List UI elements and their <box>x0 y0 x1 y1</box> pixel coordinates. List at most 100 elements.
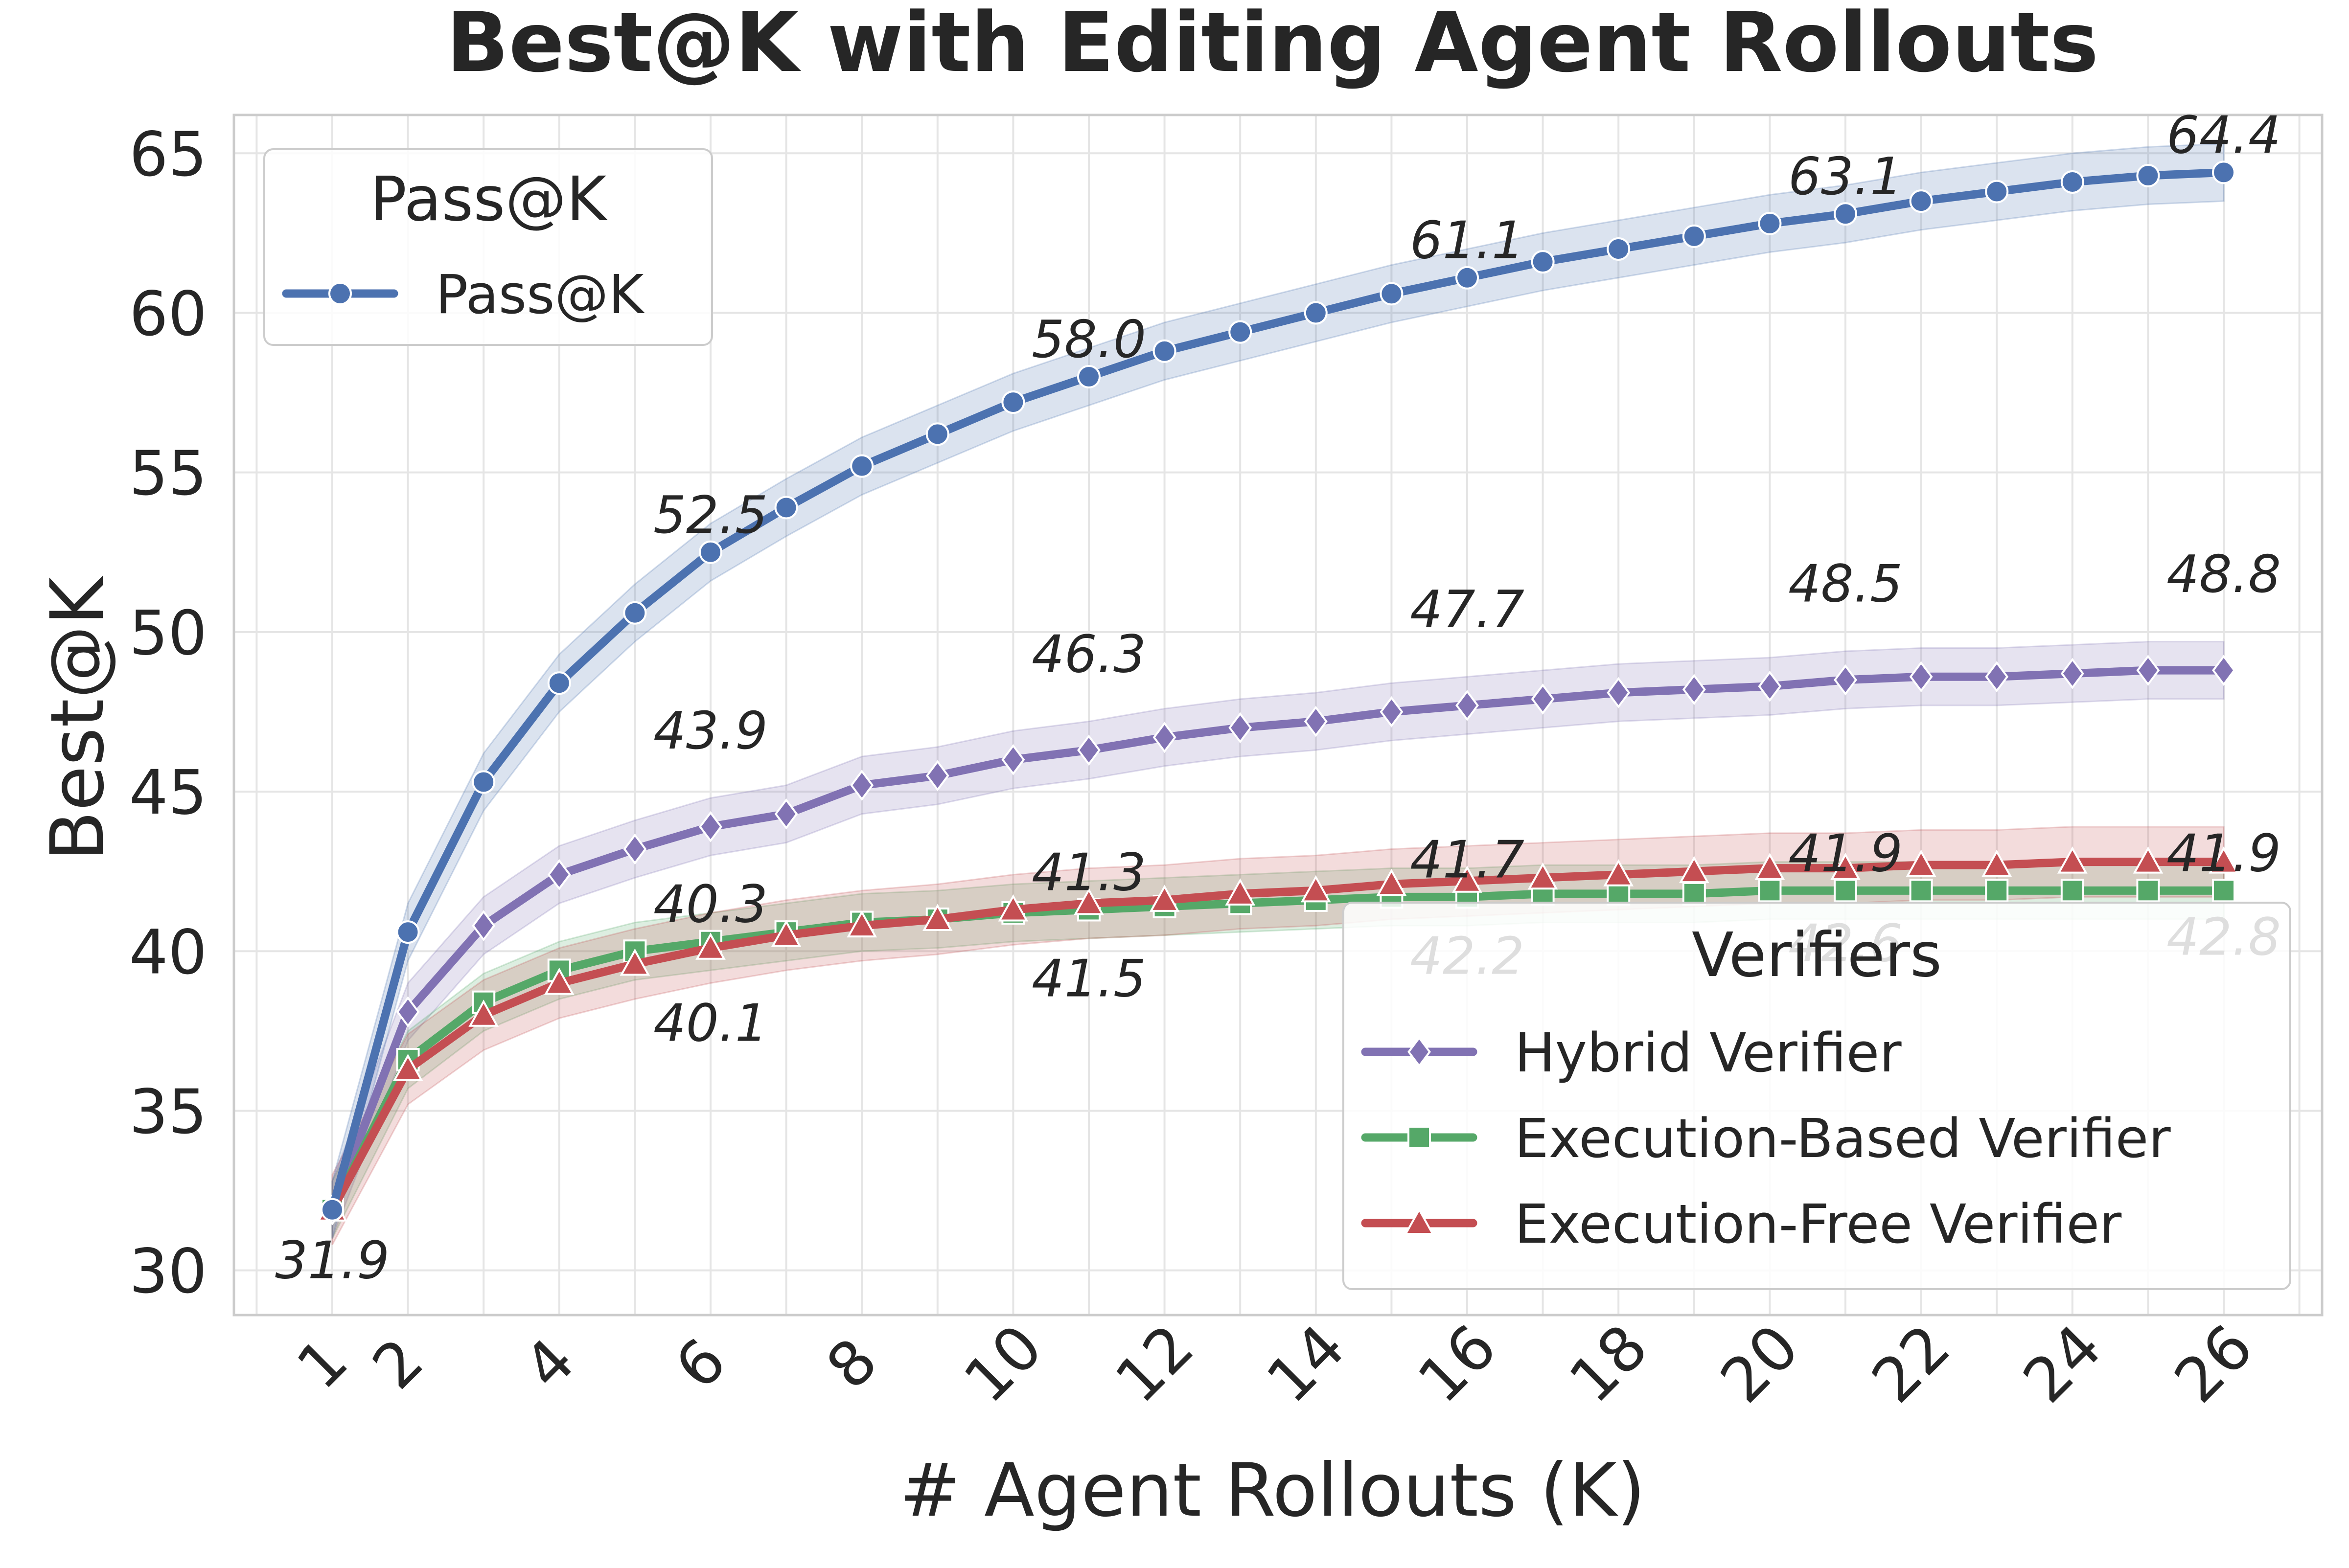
data-point-3 <box>544 967 575 995</box>
value-annotation: 41.7 <box>1410 830 1524 889</box>
data-point-3 <box>1754 853 1785 880</box>
confidence-band-0 <box>331 143 2225 1239</box>
value-annotation: 46.3 <box>1032 624 1146 684</box>
data-point-1 <box>1228 712 1252 744</box>
data-point-3 <box>2057 846 2088 874</box>
data-point-1 <box>925 760 949 792</box>
data-point-3 <box>1830 853 1861 880</box>
data-point-1 <box>850 770 874 801</box>
data-point-2 <box>2212 879 2236 903</box>
value-annotation: 41.9 <box>1788 823 1903 883</box>
data-point-1 <box>1985 661 2009 693</box>
data-point-0 <box>925 422 949 446</box>
data-point-3 <box>998 894 1029 922</box>
data-point-1 <box>1001 744 1025 775</box>
value-annotation: 41.9 <box>2166 823 2281 883</box>
data-point-1 <box>1380 696 1404 727</box>
data-point-0 <box>320 1198 344 1222</box>
data-point-1 <box>1909 661 1933 693</box>
data-point-3 <box>1376 868 1407 896</box>
data-point-2 <box>1682 882 1706 906</box>
data-point-3 <box>468 1000 499 1027</box>
y-tick-label: 40 <box>129 917 207 988</box>
data-point-3 <box>620 948 650 976</box>
data-point-0 <box>1228 320 1252 344</box>
data-point-2 <box>2136 879 2160 903</box>
y-tick-label: 50 <box>129 598 207 669</box>
value-annotation: 52.5 <box>653 485 768 545</box>
value-annotation: 40.1 <box>653 994 768 1053</box>
data-point-0 <box>1531 250 1555 274</box>
data-point-3 <box>1300 875 1331 903</box>
data-point-3 <box>1679 856 1709 884</box>
chart-title: Best@K with Editing Agent Rollouts <box>446 0 2099 91</box>
plot-border <box>232 114 2324 1317</box>
data-point-0 <box>1077 364 1101 388</box>
data-point-1 <box>1607 677 1631 708</box>
data-point-0 <box>1380 282 1404 306</box>
value-annotation: 63.1 <box>1788 147 1903 206</box>
data-point-3 <box>2133 846 2164 874</box>
data-point-1 <box>1455 689 1479 721</box>
data-point-0 <box>850 454 874 478</box>
data-point-3 <box>1981 849 2012 877</box>
value-annotation: 64.4 <box>2166 105 2281 165</box>
data-point-0 <box>774 496 798 520</box>
legend-swatch-marker <box>1404 1207 1434 1235</box>
data-point-1 <box>1152 722 1176 753</box>
data-point-0 <box>623 601 647 625</box>
data-point-0 <box>1455 266 1479 290</box>
data-point-2 <box>1834 879 1858 903</box>
data-point-0 <box>2060 170 2084 194</box>
y-tick-label: 55 <box>129 438 207 509</box>
data-point-2 <box>1607 882 1631 906</box>
data-point-2 <box>2060 879 2084 903</box>
data-point-3 <box>922 904 953 932</box>
series-line-3 <box>328 858 2228 1214</box>
data-point-2 <box>1758 879 1782 903</box>
value-annotation: 40.3 <box>653 875 768 934</box>
data-point-0 <box>396 920 420 944</box>
data-point-2 <box>1909 879 1933 903</box>
data-point-3 <box>771 920 802 947</box>
data-point-0 <box>1304 301 1328 325</box>
data-point-0 <box>1985 180 2009 204</box>
data-point-1 <box>2212 655 2235 686</box>
y-axis-label: Best@K <box>35 575 120 861</box>
legend-entry-label: Pass@K <box>436 263 645 326</box>
data-point-1 <box>547 859 571 890</box>
value-annotation: 41.3 <box>1032 842 1146 902</box>
legend-swatch-marker <box>328 282 352 305</box>
legend-entry-label: Execution-Free Verifier <box>1515 1193 2122 1255</box>
data-point-2 <box>1985 879 2009 903</box>
data-point-1 <box>1834 664 1857 696</box>
data-point-0 <box>1758 211 1782 235</box>
value-annotation: 47.7 <box>1410 580 1524 639</box>
data-point-1 <box>1682 674 1706 705</box>
data-point-0 <box>1909 189 1933 213</box>
y-tick-label: 45 <box>129 757 207 828</box>
value-annotation: 58.0 <box>1032 310 1146 369</box>
value-annotation: 41.5 <box>1032 949 1146 1008</box>
data-point-1 <box>2136 655 2160 686</box>
value-annotation: 61.1 <box>1410 211 1524 271</box>
data-point-0 <box>1001 390 1025 414</box>
legend-title: Pass@K <box>370 164 608 235</box>
data-point-0 <box>698 540 722 564</box>
data-point-1 <box>1077 734 1101 766</box>
legend-verifiers: Verifiers Hybrid Verifier Execution-Based … <box>1342 902 2291 1290</box>
value-annotation: 48.8 <box>2166 545 2281 604</box>
data-point-0 <box>1152 339 1176 363</box>
data-point-3 <box>2209 846 2239 874</box>
confidence-band-1 <box>331 640 2225 1239</box>
data-point-3 <box>1452 865 1482 893</box>
series-line-1 <box>328 666 2228 1214</box>
data-point-3 <box>1603 859 1634 886</box>
data-point-1 <box>396 996 420 1028</box>
legend-swatch-marker <box>1407 1036 1431 1068</box>
data-point-1 <box>2060 658 2084 689</box>
legend-entry-label: Hybrid Verifier <box>1515 1022 1902 1084</box>
value-annotation: 31.9 <box>275 1231 390 1291</box>
data-point-1 <box>1531 683 1555 715</box>
